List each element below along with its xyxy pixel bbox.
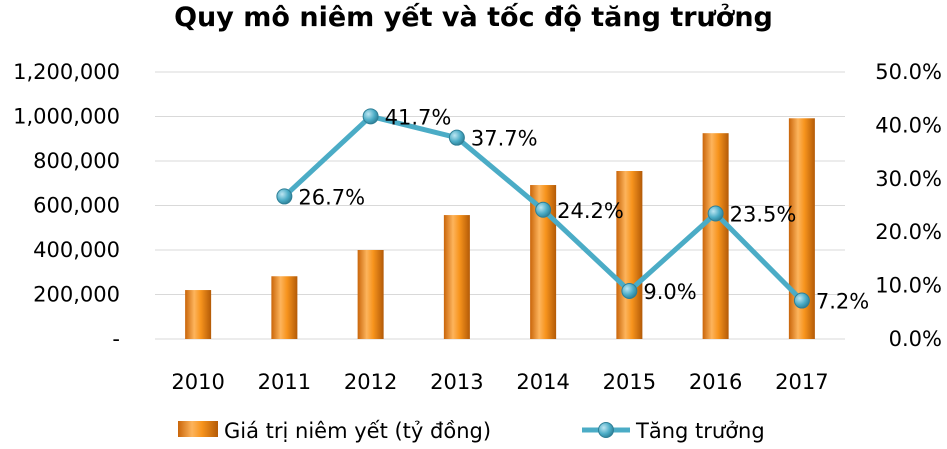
bar <box>616 171 643 339</box>
growth-data-label: 37.7% <box>471 127 538 151</box>
y-left-tick-label: - <box>112 327 120 351</box>
growth-marker <box>621 282 638 299</box>
bar <box>702 133 729 339</box>
bar <box>185 290 212 339</box>
bar <box>443 215 470 339</box>
x-tick-label: 2011 <box>258 370 311 394</box>
legend-bar-swatch <box>178 421 218 437</box>
growth-marker <box>448 129 465 146</box>
growth-data-label: 9.0% <box>643 280 696 304</box>
chart-title: Quy mô niêm yết và tốc độ tăng trưởng <box>174 2 773 33</box>
y-right-tick-label: 40.0% <box>875 113 942 137</box>
x-tick-label: 2015 <box>603 370 656 394</box>
y-right-tick-label: 20.0% <box>875 220 942 244</box>
y-left-tick-label: 1,200,000 <box>13 60 120 84</box>
bar <box>271 276 298 339</box>
growth-marker <box>276 188 293 205</box>
growth-data-label: 26.7% <box>298 185 365 209</box>
growth-marker <box>362 108 379 125</box>
x-tick-label: 2012 <box>344 370 397 394</box>
growth-data-label: 7.2% <box>816 290 869 314</box>
y-right-tick-label: 0.0% <box>889 327 942 351</box>
y-right-tick-label: 50.0% <box>875 60 942 84</box>
y-left-tick-label: 600,000 <box>33 194 120 218</box>
x-tick-label: 2010 <box>171 370 224 394</box>
x-tick-label: 2014 <box>516 370 569 394</box>
bar <box>357 250 384 339</box>
y-right-tick-label: 30.0% <box>875 167 942 191</box>
x-tick-label: 2013 <box>430 370 483 394</box>
y-left-tick-label: 800,000 <box>33 149 120 173</box>
growth-marker <box>535 201 552 218</box>
y-right-tick-label: 10.0% <box>875 274 942 298</box>
x-tick-label: 2017 <box>775 370 828 394</box>
y-left-tick-label: 1,000,000 <box>13 105 120 129</box>
legend-line-label: Tăng trưởng <box>635 419 765 443</box>
legend-line-marker <box>598 422 614 438</box>
y-left-tick-label: 400,000 <box>33 238 120 262</box>
x-tick-label: 2016 <box>689 370 742 394</box>
growth-data-label: 41.7% <box>385 105 452 129</box>
legend-bar-label: Giá trị niêm yết (tỷ đồng) <box>224 419 491 443</box>
growth-data-label: 24.2% <box>557 199 624 223</box>
y-left-tick-label: 200,000 <box>33 283 120 307</box>
growth-marker <box>793 292 810 309</box>
growth-data-label: 23.5% <box>730 203 797 227</box>
growth-marker <box>707 205 724 222</box>
